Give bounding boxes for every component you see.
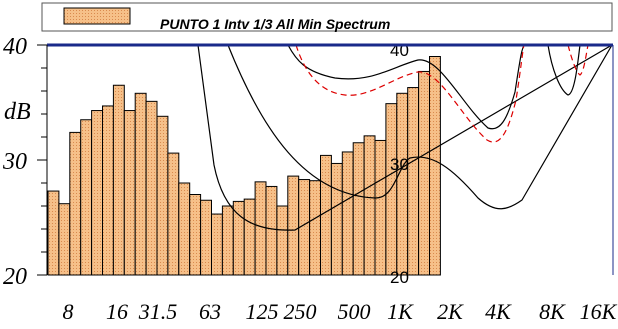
bar <box>254 181 267 276</box>
bar <box>418 70 431 276</box>
x-tick-label: 125 <box>246 299 279 324</box>
bar <box>69 131 82 276</box>
bar <box>396 92 409 276</box>
legend-swatch <box>63 7 131 25</box>
bar <box>320 154 332 276</box>
bar <box>232 200 245 276</box>
contour-line-c <box>287 45 526 130</box>
contour-line-a <box>197 45 613 231</box>
x-tick-label: 31.5 <box>138 299 178 324</box>
bar <box>243 198 256 276</box>
bar <box>352 142 365 276</box>
contour-label-20: 20 <box>390 268 409 287</box>
bar <box>58 203 71 276</box>
bar <box>429 56 441 276</box>
bar <box>91 110 103 276</box>
contour-line-red-b <box>567 45 589 76</box>
bar <box>221 205 234 276</box>
bar <box>112 84 125 276</box>
legend-box <box>41 2 613 32</box>
bar <box>167 152 180 276</box>
bar <box>265 185 278 276</box>
x-tick-label: 8K <box>539 299 566 324</box>
bar <box>189 194 202 276</box>
x-tick-label: 16 <box>106 299 128 324</box>
contour-line-d <box>547 45 581 96</box>
y-axis: 20 30 40 <box>2 34 47 290</box>
bar <box>341 151 354 276</box>
bar <box>287 175 300 276</box>
legend-label: PUNTO 1 Intv 1/3 All Min Spectrum <box>160 16 390 32</box>
bar <box>309 180 322 276</box>
y-axis-label: dB <box>4 99 31 125</box>
x-tick-label: 2K <box>437 299 464 324</box>
bar <box>47 190 60 276</box>
bar <box>200 199 213 276</box>
x-tick-label: 4K <box>485 299 512 324</box>
y-tick-label: 40 <box>3 34 27 60</box>
contour-line-b <box>227 45 613 210</box>
y-tick-label: 20 <box>3 264 27 290</box>
bar <box>80 119 93 276</box>
bar <box>178 182 191 276</box>
x-tick-label: 8 <box>63 299 74 324</box>
bar <box>276 205 289 276</box>
x-axis: 8 16 31.5 63 125 250 500 1K 2K 4K 8K 16K <box>63 299 618 324</box>
bar <box>134 92 147 276</box>
bars <box>47 56 441 276</box>
x-tick-label: 16K <box>580 299 618 324</box>
bar <box>211 213 223 276</box>
x-tick-label: 250 <box>284 299 317 324</box>
y-tick-label: 30 <box>2 149 27 175</box>
x-tick-label: 63 <box>199 299 221 324</box>
bar <box>407 87 420 276</box>
bar <box>330 162 343 276</box>
x-tick-label: 1K <box>387 299 414 324</box>
bar <box>385 103 398 276</box>
bar <box>156 115 169 276</box>
bar <box>374 139 387 276</box>
contour-lines <box>197 45 613 231</box>
bar <box>363 135 376 276</box>
bar <box>102 105 114 276</box>
legend: PUNTO 1 Intv 1/3 All Min Spectrum <box>41 2 613 32</box>
x-tick-label: 500 <box>338 299 371 324</box>
bar <box>145 100 158 276</box>
contour-line-red-a <box>295 45 525 143</box>
contour-label-30: 30 <box>390 155 409 174</box>
bar <box>123 110 136 276</box>
